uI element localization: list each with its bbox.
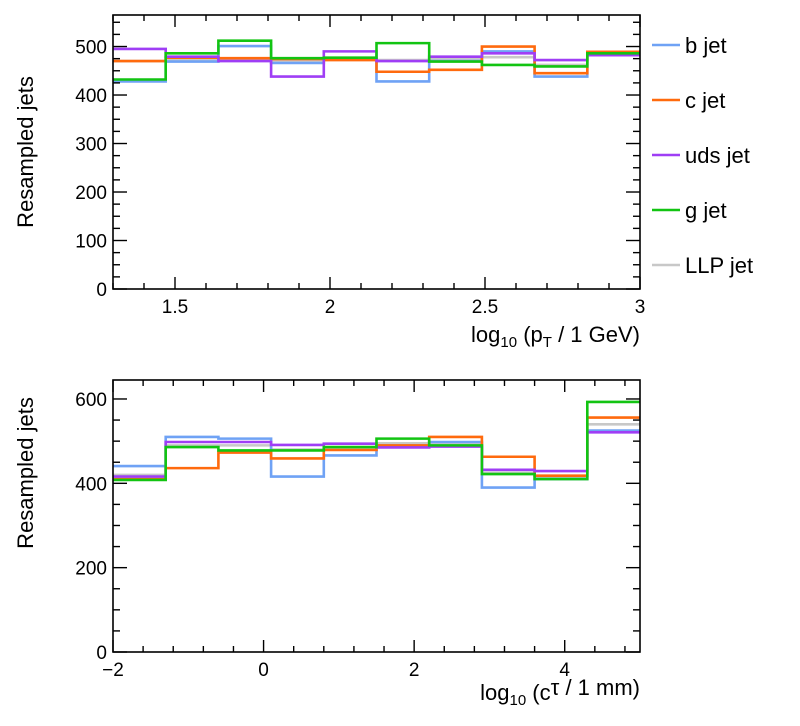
legend: b jet c jet uds jet g jet LLP jet <box>652 33 753 278</box>
x-axis-title: log10 (pT / 1 GeV) <box>471 322 640 351</box>
y-tick-label: 200 <box>75 183 107 204</box>
x-tick-label: 2 <box>325 297 336 318</box>
series-g-jet <box>113 400 640 482</box>
series-g-jet <box>113 39 640 81</box>
plot-frame <box>112 379 641 653</box>
x-tick-label: 2 <box>409 660 420 681</box>
x-tick-label: 3 <box>635 297 646 318</box>
legend-item: c jet <box>652 88 725 113</box>
y-axis-title: Resampled jets <box>13 397 38 549</box>
y-tick-label: 500 <box>75 38 107 59</box>
y-tick-label: 0 <box>96 280 107 301</box>
y-tick-label: 200 <box>75 559 107 580</box>
ctau-panel: Resampled jets log10 (cτ / 1 mm) −2 0 2 402… <box>13 379 641 709</box>
legend-label: c jet <box>685 88 725 113</box>
y-tick-label: 400 <box>75 86 107 107</box>
x-tick-label: 0 <box>258 660 269 681</box>
plot-frame <box>112 14 641 290</box>
x-tick-label: 2.5 <box>472 297 498 318</box>
x-tick-label: 4 <box>559 660 570 681</box>
y-tick-label: 400 <box>75 474 107 495</box>
y-tick-label: 0 <box>96 643 107 664</box>
y-tick-label: 600 <box>75 390 107 411</box>
legend-label: uds jet <box>685 143 750 168</box>
legend-label: b jet <box>685 33 727 58</box>
y-axis-title: Resampled jets <box>13 76 38 228</box>
pt-panel: Resampled jets log10 (pT / 1 GeV) 1.5 2 2.… <box>13 14 646 351</box>
x-axis-title: log10 (cτ / 1 mm) <box>480 675 640 709</box>
x-tick-label: −2 <box>102 660 124 681</box>
y-tick-label: 100 <box>75 232 107 253</box>
y-tick-label: 300 <box>75 135 107 156</box>
legend-label: g jet <box>685 198 727 223</box>
legend-item: b jet <box>652 33 727 58</box>
legend-item: uds jet <box>652 143 750 168</box>
x-tick-label: 1.5 <box>162 297 188 318</box>
legend-item: g jet <box>652 198 727 223</box>
legend-item: LLP jet <box>652 253 753 278</box>
legend-label: LLP jet <box>685 253 753 278</box>
